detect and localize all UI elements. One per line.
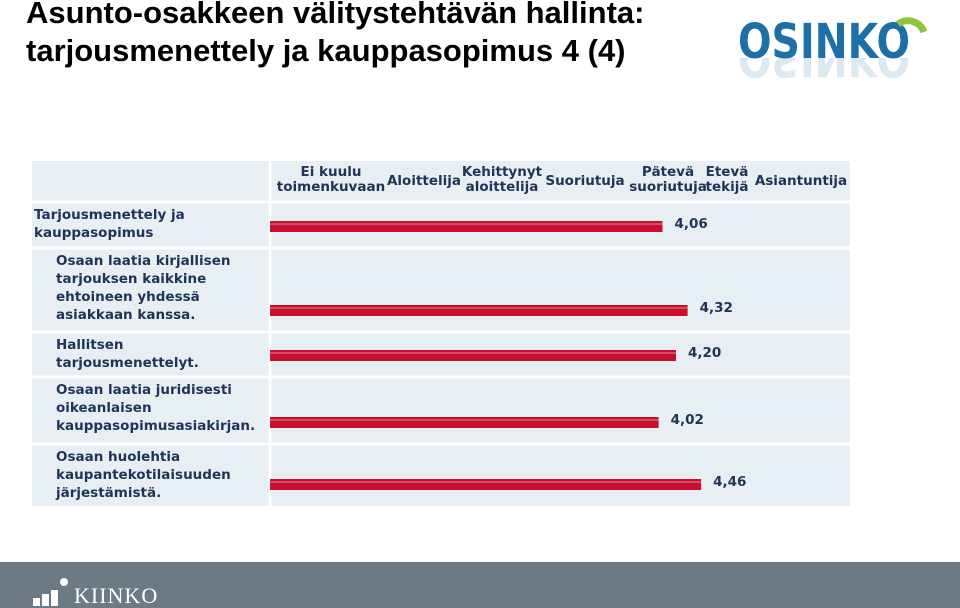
- bar-value-label: 4,20: [688, 345, 722, 361]
- osinko-logo-text: OSINKO: [738, 14, 910, 70]
- kiinko-logo: KIINKO: [32, 578, 158, 608]
- bar-highlight: [270, 481, 702, 483]
- bar: [270, 350, 676, 361]
- x-tick-label: Suoriutuja: [545, 173, 625, 189]
- bar: [270, 221, 663, 232]
- bar-value-label: 4,06: [674, 216, 708, 232]
- slide-title: Asunto-osakkeen välitystehtävän hallinta…: [26, 0, 726, 70]
- footer-bar: [0, 562, 960, 608]
- category-label: Hallitsen tarjousmenettelyt.: [56, 337, 199, 371]
- bar-value-label: 4,32: [699, 300, 733, 316]
- category-label: Tarjousmenettely ja kauppasopimus: [34, 207, 185, 241]
- bar-value-label: 4,46: [713, 474, 747, 490]
- chart-plot: [32, 161, 850, 506]
- category-label: Osaan laatia kirjallisen tarjouksen kaik…: [56, 253, 231, 323]
- bar-highlight: [270, 307, 688, 309]
- svg-text:OSINKO: OSINKO: [738, 58, 910, 86]
- competence-bar-chart: 4,06 Tarjousmenettely ja kauppasopimus 4,3…: [32, 161, 850, 506]
- x-tick-label: Kehittynyt aloittelija: [461, 164, 543, 195]
- x-tick-label: Pätevä suoriutuja: [629, 164, 707, 195]
- x-tick-label: Asiantuntija: [754, 173, 848, 189]
- x-tick-label: Aloittelija: [386, 173, 462, 189]
- category-label: Osaan huolehtia kaupantekotilaisuuden jä…: [56, 449, 231, 501]
- bar: [270, 417, 659, 428]
- slide-title-line2: tarjousmenettely ja kauppasopimus 4 (4): [26, 33, 626, 68]
- category-label: Osaan laatia juridisesti oikeanlaisen ka…: [56, 382, 256, 434]
- bar-highlight: [270, 419, 659, 421]
- bar-highlight: [270, 223, 663, 225]
- osinko-green-arc: [895, 17, 928, 34]
- bar-value-label: 4,02: [670, 412, 704, 428]
- x-tick-label: Ei kuulu toimenkuvaan: [276, 164, 386, 195]
- osinko-logo: OSINKO: [738, 14, 928, 70]
- bar-highlight: [270, 352, 676, 354]
- kiinko-logo-text: KIINKO: [74, 583, 159, 608]
- osinko-logo-reflection: OSINKO: [738, 58, 910, 86]
- kiinko-logo-icon: [33, 578, 68, 606]
- bar: [270, 479, 702, 490]
- x-tick-label: Etevä tekijä: [705, 164, 749, 195]
- slide-title-line1: Asunto-osakkeen välitystehtävän hallinta…: [26, 0, 645, 30]
- bar: [270, 305, 688, 316]
